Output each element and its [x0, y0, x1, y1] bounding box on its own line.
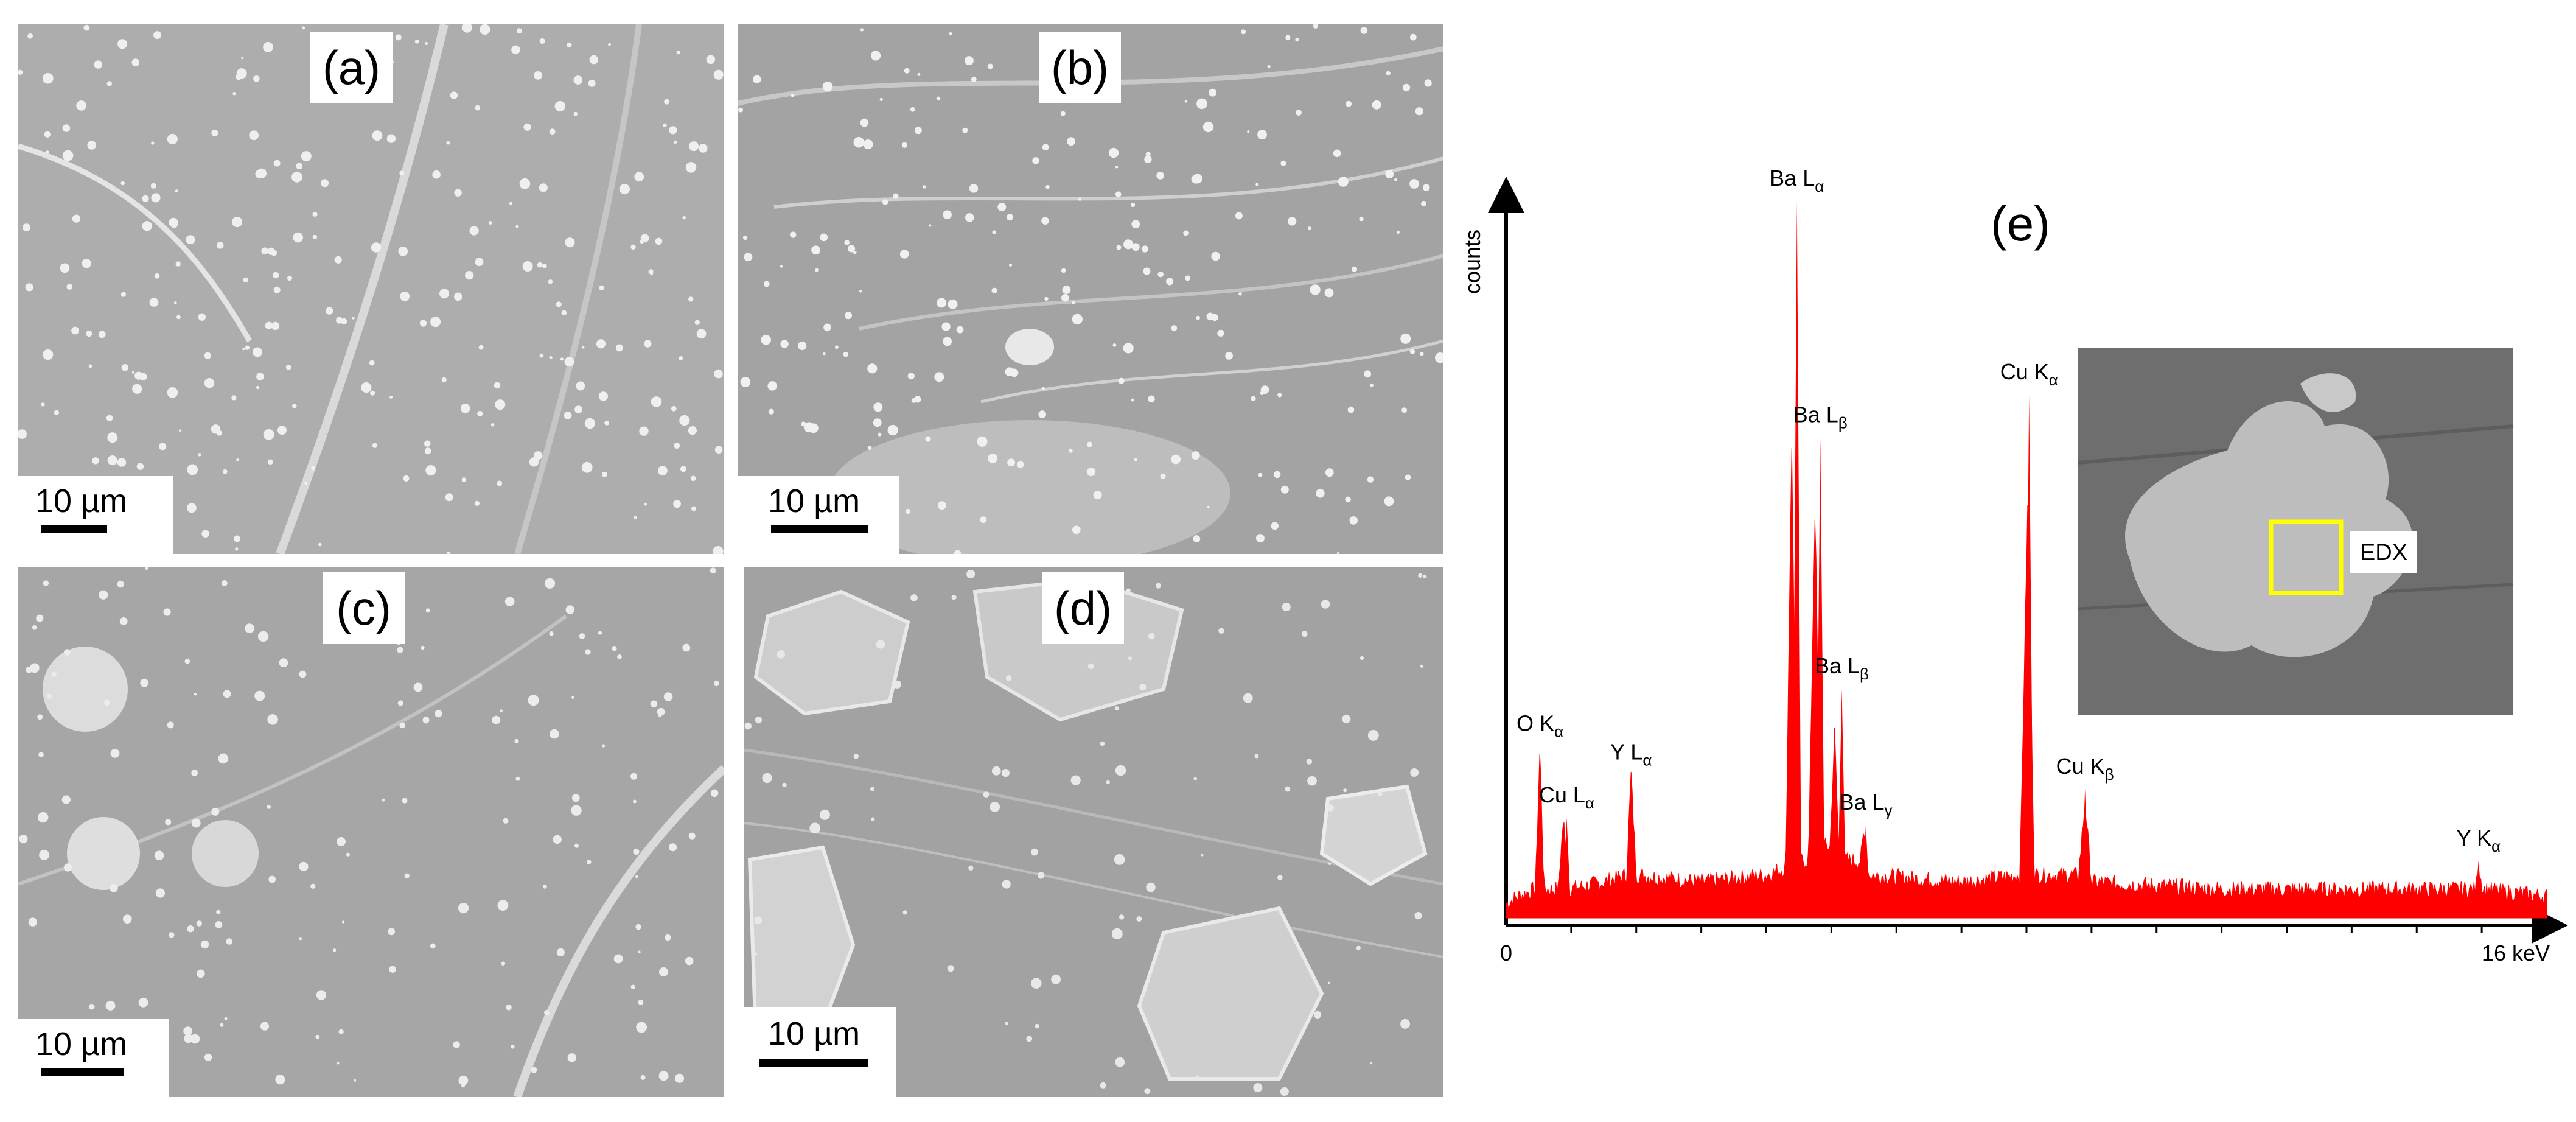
peak-spike [2080, 788, 2090, 918]
sem-image-c [18, 567, 724, 1097]
peak-spike [1562, 818, 1571, 918]
peak-spike [1861, 824, 1871, 918]
panel-label-b: (b) [1039, 32, 1121, 103]
sem-panel-c: (c) 10 µm [18, 567, 724, 1097]
scale-box-d [744, 1007, 896, 1097]
peak-spike [2024, 394, 2034, 918]
peak-label: Cu Kα [2000, 359, 2058, 389]
peak-label: Y Lα [1610, 739, 1652, 769]
peak-label: Ba Lα [1770, 166, 1824, 195]
sem-panel-b: (b) 10 µm [738, 24, 1443, 554]
peak-spike [1837, 689, 1846, 918]
x-tick-label-0: 0 [1500, 941, 1512, 966]
sem-image-d [744, 567, 1443, 1097]
scale-bar-b [771, 525, 868, 533]
sem-image-b [738, 24, 1443, 554]
scale-box-c [18, 1019, 169, 1097]
x-ticks [1570, 925, 2483, 933]
spectrum-series [1506, 201, 2547, 919]
sem-panel-d: (d) 10 µm [744, 567, 1443, 1097]
peak-label: O Kα [1517, 710, 1563, 740]
peak-spike [1792, 201, 1802, 918]
scale-label-b: 10 µm [768, 483, 860, 519]
sem-image-a [18, 24, 724, 554]
peak-spike [2474, 860, 2484, 918]
spectrum-area [1506, 447, 2547, 919]
edx-label-box [2350, 531, 2417, 573]
peak-label: Y Kα [2457, 826, 2501, 855]
sem-panel-a: (a) 10 µm [18, 24, 724, 554]
edx-spectrum-chart: counts 0 16 keV (e) O Kα Cu Lα Y Lα Ba Lα Ba… [1461, 166, 2568, 966]
edx-label: EDX [2360, 540, 2407, 566]
scale-label-c: 10 µm [35, 1026, 128, 1062]
peak-spike [1815, 437, 1825, 918]
scale-box-b [738, 476, 899, 554]
panel-label-d: (d) [1042, 572, 1124, 644]
scale-label-a: 10 µm [35, 483, 128, 519]
peak-label: Cu Lα [1539, 782, 1594, 812]
panel-label-c: (c) [323, 572, 405, 644]
edx-area-box [2269, 519, 2344, 595]
peak-label: Ba Lβ [1815, 653, 1869, 683]
scale-bar-d [759, 1059, 868, 1067]
peak-label: Ba Lβ [1793, 402, 1848, 432]
x-tick-label-16: 16 keV [2482, 941, 2550, 966]
peak-label: Cu Kβ [2056, 754, 2114, 784]
peak-label: Ba Lγ [1839, 790, 1892, 819]
scale-label-d: 10 µm [768, 1015, 860, 1052]
scale-bar-c [41, 1068, 124, 1076]
scale-box-a [18, 476, 173, 554]
y-axis-label: counts [1461, 230, 1485, 294]
panel-label-a: (a) [310, 32, 393, 103]
peak-labels: O Kα Cu Lα Y Lα Ba Lα Ba Lβ Ba Lβ Ba Lγ Cu Kα Cu… [1517, 166, 2501, 855]
chart-title: (e) [1991, 197, 2050, 251]
peak-spike [1626, 774, 1636, 918]
scale-bar-a [41, 525, 107, 533]
edx-inset: EDX [2078, 348, 2514, 715]
peak-spike [1535, 746, 1545, 918]
